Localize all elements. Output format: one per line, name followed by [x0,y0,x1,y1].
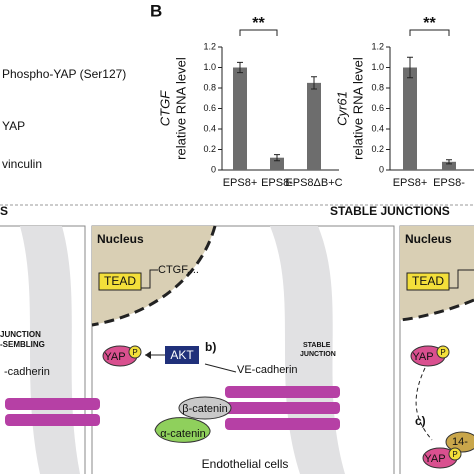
x-tick-label: EPS8+ [393,177,428,189]
label: -SEMBLING [0,340,45,349]
y-axis-label: relative RNA level [173,57,188,160]
label: JUNCTION [300,351,336,358]
label: STABLE [303,342,331,349]
nucleus-edge [91,225,217,327]
bar [307,82,321,170]
label: YAP [424,453,445,465]
caption: Endothelial cells [202,457,289,471]
arrow [145,351,151,359]
label: CTGF,... [158,264,199,276]
label: TEAD [104,274,136,288]
error-bar [274,154,280,162]
header: STABLE JUNCTIONS [330,204,450,218]
label: 14- [452,436,468,448]
x-tick-label: EPS8- [433,177,465,189]
bar [403,67,417,170]
y-tick-label: 0 [379,164,384,174]
p [436,345,450,359]
x-tick-label: EPS8ΔB+C [285,177,342,189]
bracket [239,29,278,36]
y-tick-label: 0.4 [203,123,216,133]
y-tick-label: 1.0 [203,62,216,72]
x-tick-label: EPS8- [261,177,293,189]
label: VE-cadherin [237,364,298,376]
x-tick-label: EPS8+ [223,177,258,189]
y-tick-label: 0.8 [371,82,384,92]
error-bar [446,159,452,165]
bracket [409,29,450,36]
y-tick-label: 0.6 [371,103,384,113]
y-tick-label: 1.0 [371,62,384,72]
annotation: ** [252,15,265,32]
label: Nucleus [97,232,144,246]
nucleus-edge [399,298,474,322]
y-tick-label: 0.6 [203,103,216,113]
label: YAP [104,351,125,363]
tead-box [98,272,142,291]
diagram: S STABLE JUNCTIONS JUNCTION -SEMBLING -c… [0,204,474,474]
p [448,447,462,461]
y-axis-label: relative RNA level [350,57,365,160]
bar [233,67,247,170]
cadherin [5,386,340,430]
panel-letter: B [150,1,162,20]
header: S [0,204,8,218]
y-axis-gene: CTGF [157,90,172,126]
label: β-catenin [182,403,227,415]
beta-catenin [178,396,232,420]
label: b) [205,340,216,354]
akt-box [165,346,199,364]
y-tick-label: 0.4 [371,123,384,133]
protein [445,431,474,453]
label: P [132,348,137,357]
label: Nucleus [405,232,452,246]
label: TEAD [412,274,444,288]
label: AKT [170,348,194,362]
membrane [20,226,80,474]
alpha-catenin [154,417,211,443]
label: P [452,450,457,459]
label: JUNCTION [0,330,41,339]
line [449,269,474,289]
p [128,345,142,359]
blot-label: YAP [2,119,25,133]
bar [270,157,284,170]
blot-label: Phospho-YAP (Ser127) [2,67,126,81]
error-bar [311,76,317,90]
arrow [415,367,433,441]
error-bar [407,56,413,79]
label: P [440,348,445,357]
y-tick-label: 0.8 [203,82,216,92]
y-tick-label: 0.2 [203,144,216,154]
blot-label: vinculin [2,157,42,171]
line [141,269,158,289]
label: YAP [412,351,433,363]
y-tick-label: 1.2 [203,41,216,51]
label: -cadherin [4,366,50,378]
arrow [204,363,237,373]
error-bar [237,61,243,74]
tead-box [406,272,450,291]
annotation: ** [423,15,436,32]
nucleus [92,226,215,325]
bar [442,161,456,170]
label: α-catenin [160,428,206,440]
y-tick-label: 1.2 [371,41,384,51]
y-tick-label: 0.2 [371,144,384,154]
y-tick-label: 0 [211,164,216,174]
y-axis-gene: Cyr61 [334,91,349,126]
label: c) [415,414,426,428]
